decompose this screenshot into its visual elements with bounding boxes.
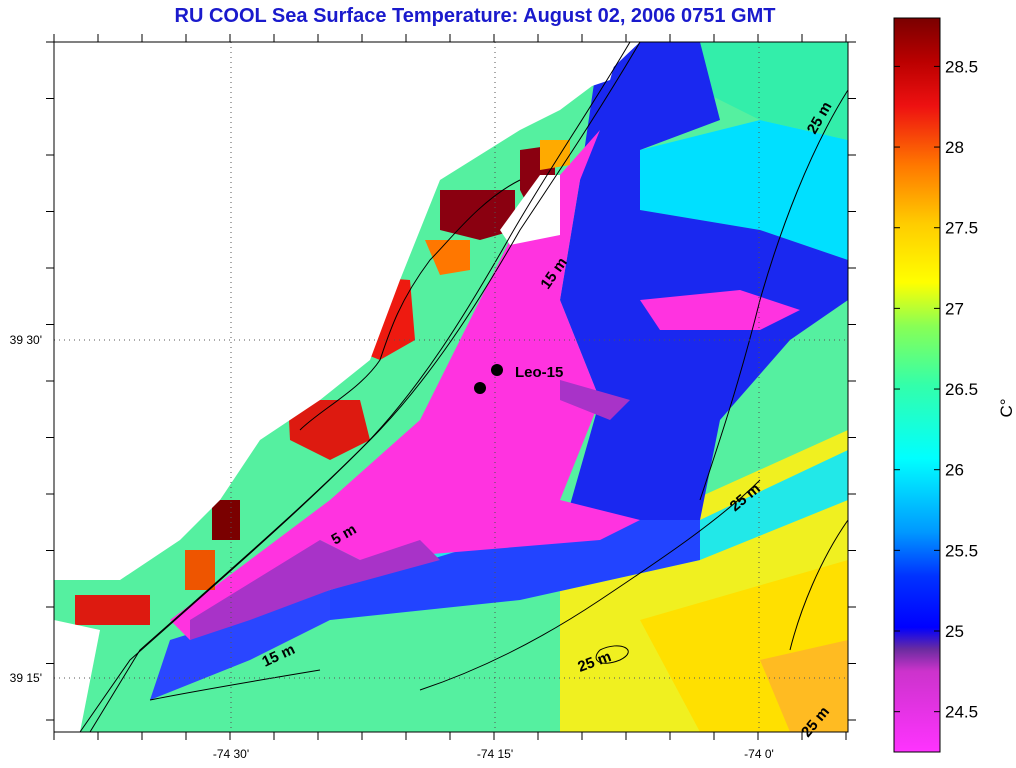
- y-label-39-30: 39 30': [10, 333, 42, 347]
- colorbar-ticks: 28.5 28 27.5 27 26.5 26 25.5 25 24.5: [894, 57, 978, 722]
- x-label-74-30: -74 30': [213, 747, 249, 761]
- colorbar: [893, 17, 941, 753]
- sst-field: [54, 42, 848, 732]
- map-frame: [53, 41, 849, 733]
- colorbar-tick-label: 24.5: [945, 703, 978, 722]
- colorbar-tick-label: 27.5: [945, 219, 978, 238]
- colorbar-tick-label: 28.5: [945, 57, 978, 76]
- leo15-label: Leo-15: [515, 364, 563, 381]
- map-title: RU COOL Sea Surface Temperature: August …: [174, 5, 776, 27]
- leo15-station-marker: [491, 364, 503, 376]
- colorbar-tick-label: 26.5: [945, 380, 978, 399]
- map-gridlines: [54, 42, 848, 732]
- map-ticks: [46, 34, 856, 740]
- colorbar-unit-label: C°: [997, 398, 1016, 417]
- y-label-39-15: 39 15': [10, 671, 42, 685]
- colorbar-tick-label: 28: [945, 138, 964, 157]
- colorbar-tick-label: 25.5: [945, 541, 978, 560]
- colorbar-tick-label: 25: [945, 622, 964, 641]
- x-label-74-15: -74 15': [477, 747, 513, 761]
- x-label-74-0: -74 0': [744, 747, 774, 761]
- colorbar-tick-label: 27: [945, 299, 964, 318]
- colorbar-tick-label: 26: [945, 461, 964, 480]
- leo15-secondary-marker: [474, 382, 486, 394]
